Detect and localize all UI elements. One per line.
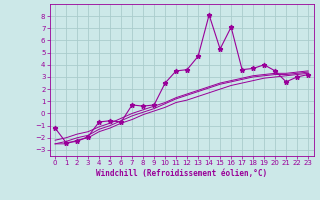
X-axis label: Windchill (Refroidissement éolien,°C): Windchill (Refroidissement éolien,°C): [96, 169, 267, 178]
